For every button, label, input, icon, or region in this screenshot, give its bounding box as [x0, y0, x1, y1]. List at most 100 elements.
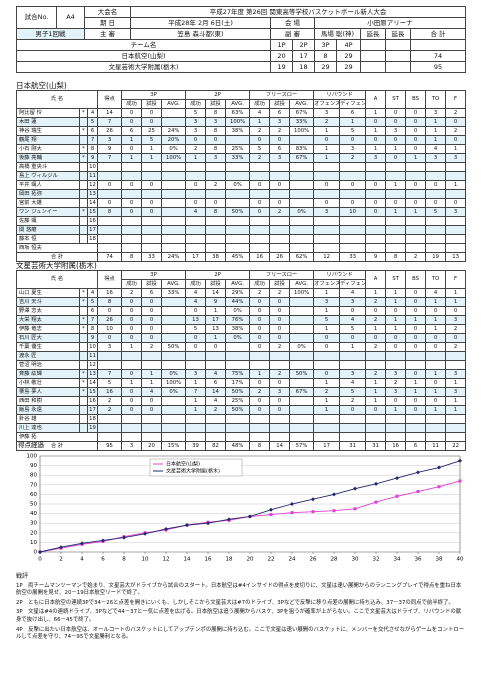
header: 試合No. A4 大会名 平成27年度 第26回 関東高等学校バスケットボール新人大会…: [16, 6, 467, 73]
point: [38, 550, 42, 554]
stat-cell: [141, 360, 163, 370]
stat-cell: 8: [86, 324, 99, 334]
stat-cell: 0: [339, 135, 367, 145]
stat-cell: 0: [405, 306, 427, 316]
stat-cell: 0: [249, 378, 271, 388]
stat-cell: 3: [313, 207, 341, 217]
stat-cell: [425, 189, 447, 199]
stat-cell: 0: [339, 180, 367, 190]
stat-cell: 50%: [161, 342, 187, 352]
stat-cell: [225, 162, 251, 172]
stat-cell: 1: [425, 405, 447, 415]
stat-cell: 3: [185, 117, 207, 127]
stat-cell: 24%: [161, 126, 187, 136]
player-name: 伊藤 竜志: [16, 324, 80, 334]
header-cell: ディフェンス: [339, 279, 367, 289]
stat-cell: 0: [141, 306, 163, 316]
stat-cell: [249, 423, 271, 433]
header-cell: ST: [385, 270, 407, 289]
header-cell: 試投: [141, 279, 163, 289]
round: 男子1回戦: [16, 28, 85, 40]
stat-cell: 3: [339, 369, 367, 379]
stat-cell: *: [79, 315, 88, 325]
stat-cell: 0: [121, 198, 143, 208]
stat-cell: [365, 360, 387, 370]
stat-cell: [405, 189, 427, 199]
stat-cell: 1: [185, 378, 207, 388]
label: チーム名: [16, 39, 271, 51]
stat-cell: 15: [86, 207, 99, 217]
stat-cell: [225, 216, 251, 226]
stat-cell: 0: [249, 333, 271, 343]
stat-cell: 2: [141, 342, 163, 352]
stat-cell: 4: [86, 288, 99, 298]
stat-cell: 0: [269, 378, 291, 388]
stat-cell: [79, 171, 88, 181]
stat-cell: 4: [425, 288, 447, 298]
stat-cell: [79, 342, 88, 352]
stat-cell: 25: [141, 126, 163, 136]
stat-cell: 33%: [225, 153, 251, 163]
stat-cell: [141, 243, 163, 253]
stat-cell: [161, 360, 187, 370]
point: [101, 538, 105, 543]
stat-cell: 0: [249, 198, 271, 208]
stat-cell: 3: [269, 153, 291, 163]
point: [395, 494, 399, 498]
header-cell: AVG.: [225, 99, 251, 109]
stat-cell: 2: [249, 288, 271, 298]
comments-label: 戦評: [16, 573, 29, 580]
point: [332, 492, 336, 497]
stat-cell: *: [79, 297, 88, 307]
stat-cell: [141, 216, 163, 226]
venue: 小田原アリーナ: [313, 17, 467, 29]
point: [122, 535, 126, 540]
stat-cell: 6: [141, 288, 163, 298]
stat-cell: 1: [445, 297, 467, 307]
stat-cell: [161, 297, 187, 307]
stat-cell: 0: [425, 342, 447, 352]
stat-cell: 10: [86, 342, 99, 352]
stat-cell: [269, 189, 291, 199]
stat-cell: 0: [249, 315, 271, 325]
stat-cell: [185, 234, 207, 244]
total-cell: 24%: [161, 252, 187, 262]
stat-cell: [205, 189, 227, 199]
stat-cell: [385, 189, 407, 199]
stat-cell: [161, 180, 187, 190]
player-row: 野澤 恋太 6 0 0 0 0 1 0% 0 0 1 0 0 0 0 0 0: [16, 306, 467, 316]
stat-cell: [289, 405, 315, 415]
team-stats: 氏 名得点 3P 2P フリースロー リバウンド A ST BS TO F 成功 試投 AVG. 成功 試投…: [15, 270, 467, 451]
stat-cell: 2: [97, 405, 123, 415]
header-cell: 成功: [249, 279, 271, 289]
stat-cell: [249, 234, 271, 244]
stat-cell: [385, 414, 407, 424]
stat-cell: 17: [86, 225, 99, 235]
player-row: 小石 剛大 * 8 9 0 1 0% 2 8 25% 5 6 83% 1 3 1 1 0 4 1: [16, 144, 467, 154]
player-row: 後藤 亮輔 * 9 7 1 1 100% 1 3 33% 2 3 67% 1 2 3 0 1 3 3: [16, 153, 467, 163]
stat-cell: 2: [97, 396, 123, 406]
player-row: 大栄 翔太 * 7 26 0 0 13 17 76% 0 0 5 4 2 1 1 1 3: [16, 315, 467, 325]
stat-cell: 1: [365, 378, 387, 388]
stat-cell: 0: [249, 135, 271, 145]
stat-cell: [79, 216, 88, 226]
player-row: 阿比留 怜 * 4 14 0 0 5 8 63% 4 6 67% 3 6 1 0 0 3 2: [16, 108, 467, 118]
total-cell: 8: [385, 252, 407, 262]
x-tick-label: 26: [310, 557, 317, 563]
stat-cell: [249, 243, 271, 253]
team-stats: 氏 名得点 3P 2P フリースロー リバウンド A ST BS TO F 成功 試投 AVG. 成功 試投…: [15, 90, 467, 262]
stat-cell: [339, 162, 367, 172]
stat-cell: 1: [365, 108, 387, 118]
stat-cell: 0: [141, 180, 163, 190]
stat-cell: 76%: [225, 315, 251, 325]
stat-cell: [365, 243, 387, 253]
stat-cell: [425, 351, 447, 361]
stat-cell: 3: [425, 108, 447, 118]
stat-cell: [225, 135, 251, 145]
header-cell: フリースロー: [249, 90, 315, 100]
stat-cell: 1: [385, 315, 407, 325]
stat-cell: 1: [405, 207, 427, 217]
y-tick-label: 50: [30, 502, 37, 508]
stat-cell: 1: [445, 396, 467, 406]
stat-cell: [121, 243, 143, 253]
